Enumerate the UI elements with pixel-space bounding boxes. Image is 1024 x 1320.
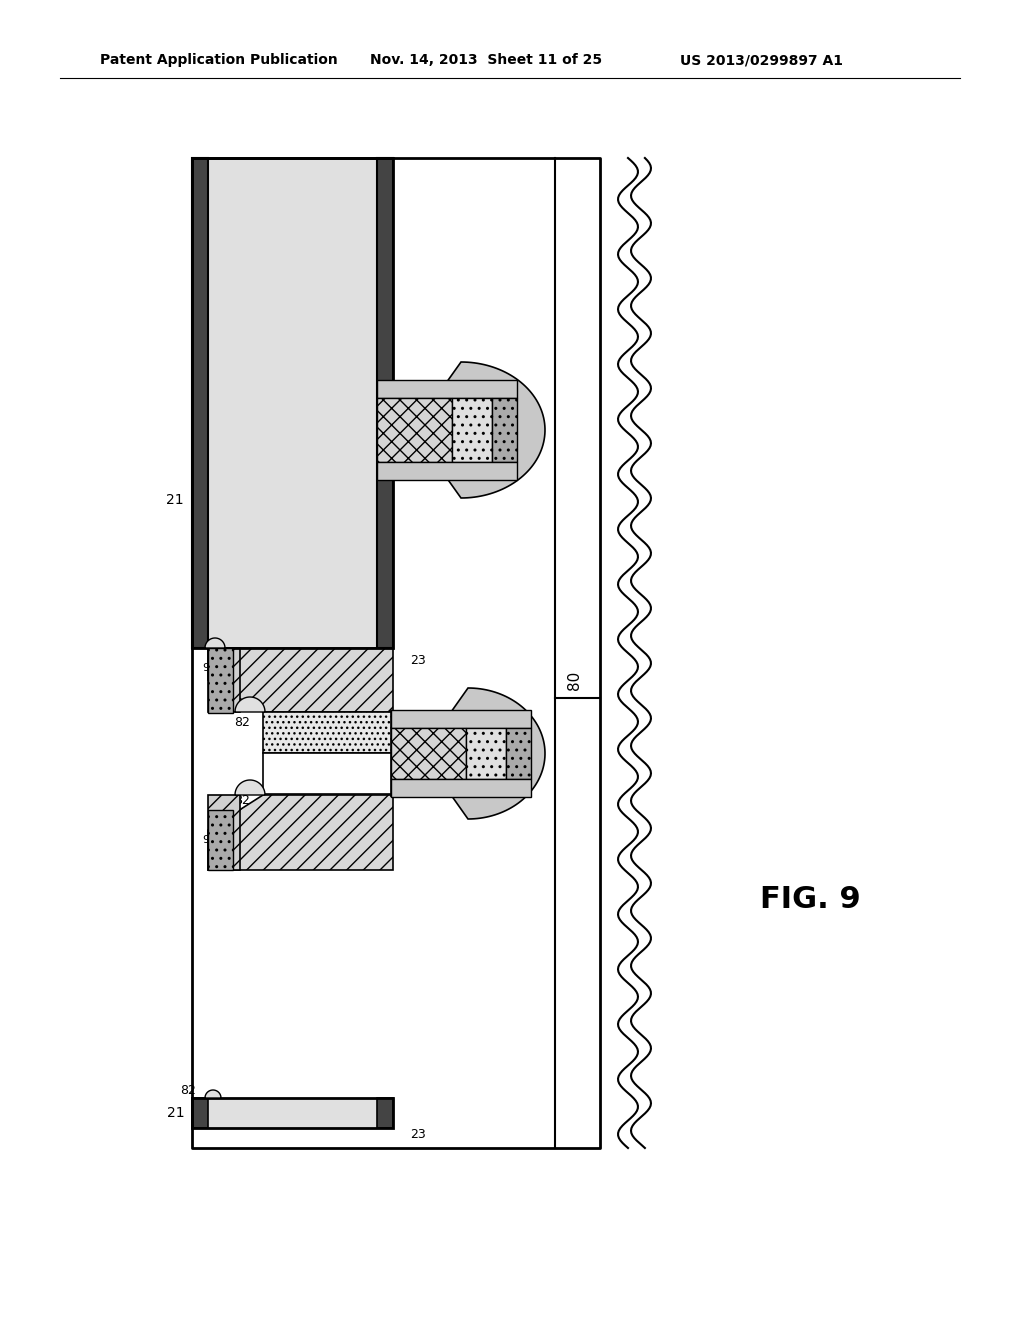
Bar <box>391 729 466 779</box>
Text: 56: 56 <box>393 385 403 399</box>
Text: FIG. 9: FIG. 9 <box>760 886 860 915</box>
Text: 92B: 92B <box>202 663 224 673</box>
Bar <box>193 1098 393 1129</box>
Polygon shape <box>205 638 225 648</box>
Bar <box>377 158 393 648</box>
Bar <box>492 399 517 462</box>
Bar <box>377 462 517 480</box>
Polygon shape <box>205 1090 221 1098</box>
Text: 58: 58 <box>496 425 510 436</box>
Text: 70: 70 <box>465 742 484 758</box>
Polygon shape <box>234 780 265 795</box>
Text: 56: 56 <box>391 781 401 795</box>
Bar <box>466 729 506 779</box>
Polygon shape <box>377 362 545 498</box>
Text: 64A: 64A <box>303 829 327 842</box>
Bar <box>377 1098 393 1129</box>
Bar <box>208 648 233 713</box>
Text: 21: 21 <box>166 492 184 507</box>
Bar <box>193 158 393 648</box>
Polygon shape <box>234 697 265 711</box>
Polygon shape <box>208 648 393 711</box>
Text: 62A: 62A <box>220 833 244 846</box>
Text: 23: 23 <box>411 1129 426 1142</box>
Bar <box>208 648 240 711</box>
Text: 52: 52 <box>415 422 425 437</box>
Text: 62B: 62B <box>220 671 244 684</box>
Bar <box>452 399 492 462</box>
Text: 22: 22 <box>303 561 317 578</box>
Text: US 2013/0299897 A1: US 2013/0299897 A1 <box>680 53 843 67</box>
Bar <box>208 795 240 870</box>
Bar <box>391 779 531 797</box>
Text: 56: 56 <box>391 717 401 731</box>
Text: 82: 82 <box>222 631 238 644</box>
Text: 23: 23 <box>411 653 426 667</box>
Text: 82: 82 <box>234 793 250 807</box>
Polygon shape <box>208 795 393 870</box>
Text: 20: 20 <box>287 722 303 734</box>
Text: 21: 21 <box>167 1106 184 1119</box>
Bar <box>193 158 208 648</box>
Text: 58: 58 <box>496 750 510 760</box>
Polygon shape <box>391 688 545 818</box>
Text: 54: 54 <box>453 750 467 760</box>
Text: 52: 52 <box>415 748 425 762</box>
Text: 92A: 92A <box>202 836 224 845</box>
Text: Patent Application Publication: Patent Application Publication <box>100 53 338 67</box>
Bar <box>208 158 377 648</box>
Text: Nov. 14, 2013  Sheet 11 of 25: Nov. 14, 2013 Sheet 11 of 25 <box>370 53 602 67</box>
Text: 54: 54 <box>453 425 467 436</box>
Bar <box>506 729 531 779</box>
Text: 22: 22 <box>262 1106 278 1119</box>
Bar <box>377 380 517 399</box>
Bar <box>263 711 393 752</box>
Bar <box>193 1098 208 1129</box>
Bar <box>263 752 393 795</box>
Text: 64B: 64B <box>303 668 328 681</box>
Text: 80: 80 <box>567 671 583 689</box>
Text: 82: 82 <box>180 1084 196 1097</box>
Bar <box>208 1098 377 1129</box>
Bar <box>377 399 452 462</box>
Bar <box>391 710 531 729</box>
Text: 22: 22 <box>303 312 317 329</box>
Bar <box>208 810 233 870</box>
Text: 32: 32 <box>312 763 328 776</box>
Text: 56: 56 <box>393 461 403 475</box>
Text: 82: 82 <box>234 715 250 729</box>
